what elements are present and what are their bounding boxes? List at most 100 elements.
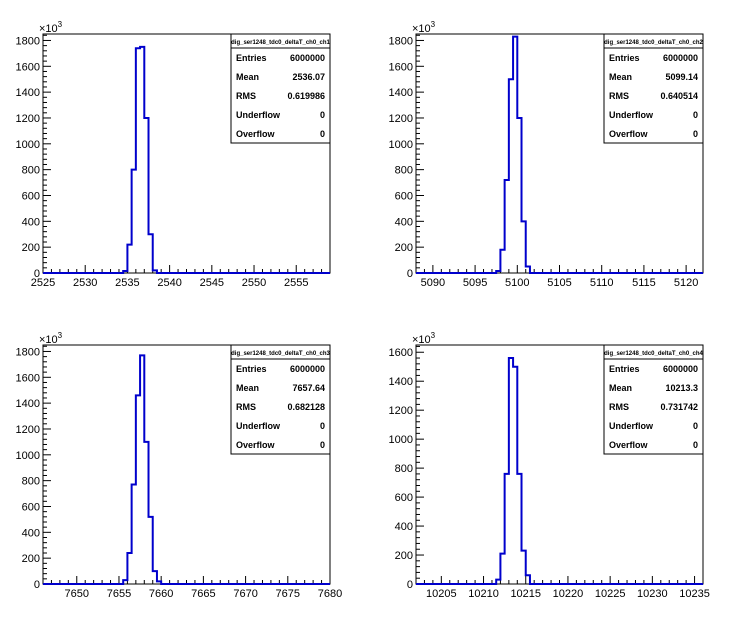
stats-box bbox=[230, 344, 331, 455]
histogram-pad-ch1: 0 200 400 600 800 1000 1200 1400 1600 1800 2525 253… bbox=[16, 20, 331, 289]
stats-value: 0 bbox=[693, 129, 698, 139]
y-tick-label: 1400 bbox=[389, 87, 413, 99]
exponent-base: ×10 bbox=[39, 334, 58, 346]
stats-value: 0.731742 bbox=[660, 402, 698, 412]
histogram-bin bbox=[526, 267, 530, 273]
y-tick-label: 400 bbox=[22, 527, 40, 539]
stats-box bbox=[603, 33, 704, 144]
histogram-title: dig_ser1248_tdc0_deltaT_ch0_ch1 bbox=[231, 40, 330, 46]
stats-label: RMS bbox=[609, 402, 629, 412]
stats-label: Underflow bbox=[609, 110, 654, 120]
stats-label: Mean bbox=[609, 383, 632, 393]
histogram-bin bbox=[500, 250, 504, 273]
y-tick-label: 1000 bbox=[389, 139, 413, 151]
y-tick-label: 1000 bbox=[16, 139, 40, 151]
x-tick-label: 5110 bbox=[590, 277, 614, 289]
x-tick-label: 5115 bbox=[632, 277, 656, 289]
histogram-bin bbox=[132, 170, 136, 273]
exponent-power: 3 bbox=[431, 331, 436, 340]
stats-value: 0 bbox=[320, 110, 325, 120]
stats-label: Underflow bbox=[609, 421, 654, 431]
stats-label: Overflow bbox=[609, 129, 649, 139]
y-tick-label: 1600 bbox=[389, 347, 413, 359]
stats-value: 0 bbox=[693, 110, 698, 120]
stats-label: Entries bbox=[236, 53, 267, 63]
histogram-bin bbox=[149, 517, 153, 584]
histogram-pad-ch2: 0 200 400 600 800 1000 1200 1400 1600 1800 5090 509… bbox=[389, 20, 704, 289]
stats-label: Mean bbox=[236, 72, 259, 82]
y-exponent-label: ×103 bbox=[412, 20, 436, 35]
x-tick-label: 10205 bbox=[426, 588, 457, 600]
y-tick-label: 200 bbox=[22, 242, 40, 254]
x-tick-label: 7665 bbox=[191, 588, 215, 600]
y-tick-label: 800 bbox=[22, 476, 40, 488]
stats-value: 0 bbox=[320, 129, 325, 139]
histogram-line bbox=[43, 45, 330, 274]
y-tick-label: 1200 bbox=[16, 113, 40, 125]
x-tick-label: 7650 bbox=[65, 588, 89, 600]
histogram-bin bbox=[522, 221, 526, 273]
y-tick-label: 1800 bbox=[16, 346, 40, 358]
histogram-bin bbox=[157, 581, 161, 584]
x-tick-label: 2545 bbox=[200, 277, 224, 289]
x-tick-label: 5105 bbox=[547, 277, 571, 289]
y-tick-label: 400 bbox=[395, 521, 413, 533]
y-tick-label: 800 bbox=[395, 165, 413, 177]
x-tick-label: 2535 bbox=[115, 277, 139, 289]
y-tick-label: 1400 bbox=[16, 398, 40, 410]
stats-label: Mean bbox=[236, 383, 259, 393]
y-tick-label: 400 bbox=[395, 216, 413, 228]
histogram-bin bbox=[132, 485, 136, 584]
y-tick-label: 1200 bbox=[16, 424, 40, 436]
x-tick-label: 7675 bbox=[276, 588, 300, 600]
y-tick-label: 1400 bbox=[16, 87, 40, 99]
stats-value: 5099.14 bbox=[665, 72, 698, 82]
histogram-bin bbox=[127, 245, 131, 273]
y-tick-label: 200 bbox=[395, 550, 413, 562]
y-tick-label: 1400 bbox=[389, 376, 413, 388]
histogram-bin bbox=[517, 118, 521, 273]
stats-label: RMS bbox=[609, 91, 629, 101]
y-tick-label: 800 bbox=[22, 165, 40, 177]
histogram-bin bbox=[509, 358, 513, 584]
stats-value: 10213.3 bbox=[665, 383, 698, 393]
histogram-bin bbox=[153, 270, 157, 273]
histogram-line bbox=[416, 357, 703, 585]
histogram-bin bbox=[513, 367, 517, 584]
histogram-bin bbox=[144, 442, 148, 584]
histogram-bin bbox=[522, 551, 526, 584]
histogram-bin bbox=[136, 395, 140, 584]
x-tick-label: 2525 bbox=[31, 277, 55, 289]
stats-value: 0 bbox=[320, 440, 325, 450]
histogram-pad-ch4: 0 200 400 600 800 1000 1200 1400 1600 10205 10210 1… bbox=[389, 331, 710, 600]
x-tick-label: 10210 bbox=[468, 588, 499, 600]
x-tick-label: 5095 bbox=[463, 277, 487, 289]
histogram-bin bbox=[505, 180, 509, 273]
y-tick-label: 600 bbox=[22, 501, 40, 513]
y-exponent-label: ×103 bbox=[39, 331, 63, 346]
histogram-bin bbox=[496, 580, 500, 584]
y-tick-label: 1800 bbox=[389, 35, 413, 47]
stats-value: 0 bbox=[693, 440, 698, 450]
exponent-power: 3 bbox=[58, 331, 63, 340]
y-tick-label: 400 bbox=[22, 216, 40, 228]
x-tick-label: 7670 bbox=[233, 588, 257, 600]
histogram-bin bbox=[144, 118, 148, 273]
x-tick-label: 5090 bbox=[421, 277, 445, 289]
histogram-bin bbox=[136, 48, 140, 273]
histogram-bin bbox=[500, 554, 504, 584]
stats-box bbox=[603, 344, 704, 455]
y-tick-label: 0 bbox=[34, 579, 40, 591]
x-tick-label: 5120 bbox=[674, 277, 698, 289]
y-tick-label: 600 bbox=[395, 190, 413, 202]
histogram-bin bbox=[153, 571, 157, 584]
y-tick-label: 1600 bbox=[16, 61, 40, 73]
stats-label: Overflow bbox=[236, 129, 276, 139]
stats-value: 6000000 bbox=[290, 364, 325, 374]
stats-value: 0 bbox=[693, 421, 698, 431]
histogram-title: dig_ser1248_tdc0_deltaT_ch0_ch2 bbox=[604, 40, 703, 46]
y-tick-label: 1200 bbox=[389, 405, 413, 417]
x-tick-label: 2540 bbox=[157, 277, 181, 289]
histogram-bin bbox=[509, 79, 513, 273]
